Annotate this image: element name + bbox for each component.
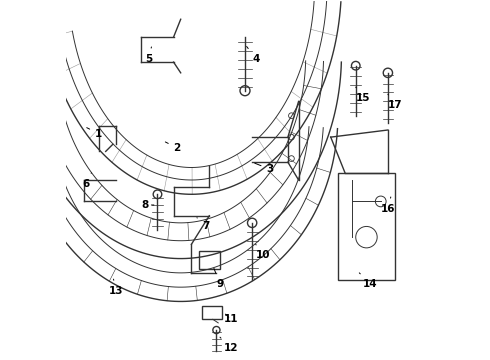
Text: 5: 5: [145, 47, 152, 64]
Text: 1: 1: [87, 128, 102, 139]
Text: 4: 4: [246, 46, 259, 64]
Text: 3: 3: [255, 163, 273, 174]
Text: 2: 2: [165, 142, 181, 153]
Text: 16: 16: [381, 197, 395, 213]
Text: 10: 10: [256, 244, 270, 260]
Text: 14: 14: [359, 273, 377, 289]
FancyBboxPatch shape: [338, 173, 395, 280]
FancyBboxPatch shape: [198, 251, 220, 269]
Text: 6: 6: [82, 173, 92, 189]
Text: 9: 9: [214, 268, 223, 289]
Text: 13: 13: [109, 279, 123, 296]
Text: 15: 15: [356, 87, 370, 103]
Text: 7: 7: [197, 218, 209, 231]
Text: 11: 11: [223, 314, 238, 324]
Text: 8: 8: [141, 200, 154, 210]
Text: 17: 17: [388, 94, 402, 110]
Text: 12: 12: [220, 337, 238, 353]
FancyBboxPatch shape: [202, 306, 222, 319]
